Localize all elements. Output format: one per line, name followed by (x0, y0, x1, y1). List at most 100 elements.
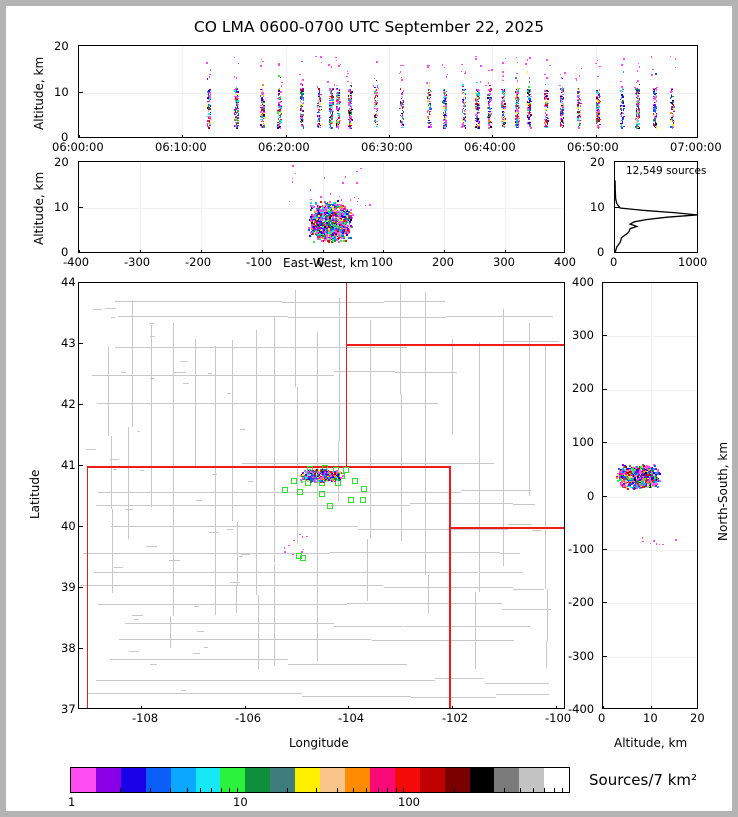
source-point (443, 121, 446, 124)
source-point (337, 98, 340, 100)
source-point (400, 105, 403, 107)
source-point (622, 116, 624, 119)
source-point (331, 115, 334, 118)
source-point (528, 118, 530, 120)
source-point (501, 106, 503, 108)
source-point (477, 95, 480, 98)
source-point (478, 111, 480, 114)
source-point (302, 124, 304, 127)
source-point (516, 101, 519, 104)
source-point (545, 114, 548, 116)
source-point (399, 114, 402, 117)
time-xtick-0: 06:00:00 (52, 140, 104, 154)
source-point (277, 124, 279, 127)
source-point (262, 112, 264, 115)
source-point (316, 111, 319, 114)
source-point (501, 96, 504, 99)
noise-point (316, 86, 319, 88)
source-point (478, 102, 481, 105)
source-point (348, 123, 351, 125)
source-point (338, 122, 341, 124)
source-point (348, 108, 350, 111)
ytick (79, 161, 83, 162)
source-point (528, 90, 531, 92)
source-point (349, 236, 352, 239)
source-point (329, 99, 331, 102)
source-point (301, 96, 303, 98)
source-point (427, 116, 429, 119)
source-point (349, 115, 351, 117)
source-point (261, 90, 264, 92)
source-point (476, 81, 478, 84)
noise-point (578, 75, 581, 77)
source-point (330, 95, 332, 98)
source-point (317, 124, 319, 126)
source-point (502, 112, 505, 115)
source-point (336, 88, 338, 91)
source-point (335, 119, 338, 122)
noise-point (595, 62, 597, 65)
source-point (319, 109, 322, 111)
source-point (443, 123, 446, 125)
source-point (515, 77, 517, 79)
noise-point (504, 57, 507, 60)
source-point (401, 93, 403, 96)
source-point (263, 110, 265, 112)
source-point (655, 89, 658, 92)
source-point (517, 114, 520, 116)
source-point (338, 108, 341, 110)
source-point (328, 89, 331, 91)
ytick (79, 91, 83, 93)
source-point (332, 102, 334, 104)
source-point (597, 125, 599, 127)
source-point (503, 101, 506, 104)
source-point (488, 100, 491, 103)
source-point (489, 84, 491, 87)
source-point (235, 118, 237, 120)
source-point (527, 98, 530, 100)
gridline-time-3 (389, 46, 390, 137)
source-point (349, 225, 352, 228)
source-point (477, 104, 479, 106)
source-point (503, 100, 506, 103)
source-point (209, 94, 212, 96)
noise-point (669, 55, 672, 58)
xtick (383, 250, 385, 252)
source-point (280, 120, 282, 122)
source-point (347, 95, 350, 97)
source-point (503, 98, 505, 100)
source-point (463, 113, 466, 115)
source-point (331, 240, 334, 243)
source-point (348, 109, 351, 111)
source-point (443, 102, 445, 105)
noise-point (650, 56, 653, 58)
source-point (545, 90, 547, 93)
noise-point (515, 56, 518, 59)
source-point (301, 98, 304, 100)
source-point (503, 95, 505, 98)
source-point (475, 103, 477, 105)
source-point (488, 107, 490, 109)
source-point (652, 124, 655, 127)
source-point (516, 94, 518, 97)
noise-point (475, 55, 477, 58)
noise-point (502, 62, 504, 64)
noise-point (580, 67, 583, 70)
east-west-vs-altitude-panel (78, 161, 565, 253)
source-point (577, 104, 579, 106)
source-point (373, 92, 376, 95)
source-point (207, 103, 210, 106)
source-point (262, 122, 265, 125)
noise-point (399, 71, 402, 73)
source-point (503, 122, 505, 124)
source-point (261, 119, 264, 121)
source-point (302, 88, 304, 90)
source-point (350, 127, 353, 129)
source-point (652, 99, 655, 101)
source-point (319, 100, 322, 102)
source-point (318, 120, 321, 122)
source-point (335, 117, 338, 120)
source-point (502, 111, 504, 113)
source-point (475, 112, 478, 115)
source-point (329, 126, 331, 129)
